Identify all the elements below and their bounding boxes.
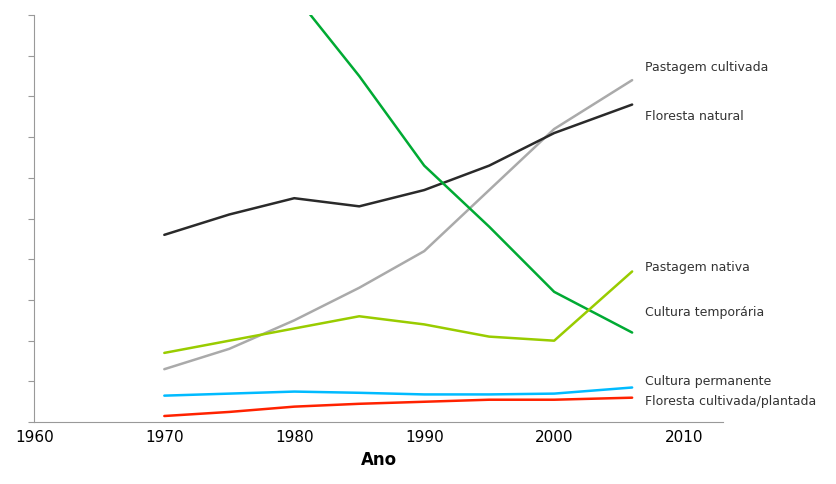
Text: Pastagem cultivada: Pastagem cultivada xyxy=(645,61,768,75)
Text: Floresta cultivada/plantada: Floresta cultivada/plantada xyxy=(645,395,817,408)
Text: Floresta natural: Floresta natural xyxy=(645,110,744,123)
X-axis label: Ano: Ano xyxy=(360,451,397,469)
Text: Cultura temporária: Cultura temporária xyxy=(645,306,764,318)
Text: Cultura permanente: Cultura permanente xyxy=(645,375,772,388)
Text: Pastagem nativa: Pastagem nativa xyxy=(645,261,750,274)
